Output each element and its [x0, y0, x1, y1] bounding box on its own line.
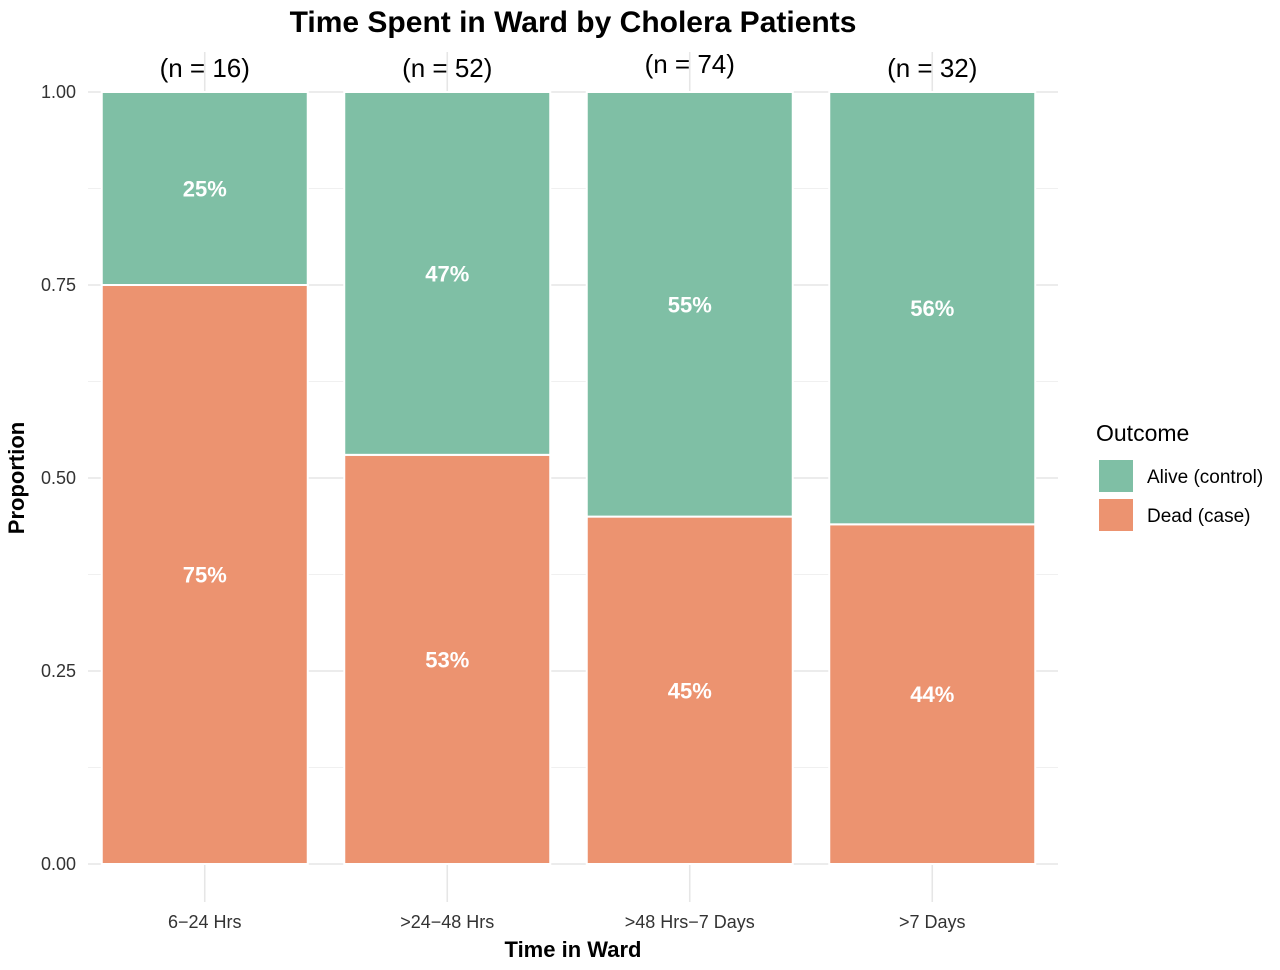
x-tick-label: 6−24 Hrs [168, 912, 242, 932]
y-tick-label: 0.25 [41, 661, 76, 681]
data-label-dead: 44% [910, 682, 954, 707]
y-tick-label: 1.00 [41, 82, 76, 102]
legend-title: Outcome [1096, 420, 1189, 446]
bar-segment-dead [100, 284, 309, 865]
label-layer: 0.00 0.25 0.50 0.75 1.00 6−24 Hrs >24−48 Hrs >4… [41, 49, 977, 932]
data-label-dead: 75% [183, 563, 227, 588]
bar-layer [100, 91, 1037, 865]
legend-label-alive: Alive (control) [1147, 467, 1263, 488]
data-label-alive: 25% [183, 177, 227, 202]
y-tick-label: 0.75 [41, 275, 76, 295]
bar-segment-alive [343, 91, 552, 456]
chart-title: Time Spent in Ward by Cholera Patients [290, 6, 857, 39]
data-label-dead: 45% [668, 678, 712, 703]
data-label-alive: 55% [668, 292, 712, 317]
legend-swatch-dead [1099, 499, 1133, 531]
x-tick-label: >48 Hrs−7 Days [625, 912, 755, 932]
bar-segment-dead [585, 515, 794, 865]
legend-swatch-alive [1099, 460, 1133, 492]
bar-segment-alive [828, 91, 1037, 526]
bar-segment-alive [100, 91, 309, 286]
x-tick-label: >7 Days [899, 912, 966, 932]
legend-label-dead: Dead (case) [1147, 506, 1251, 527]
x-tick-label: >24−48 Hrs [400, 912, 494, 932]
y-tick-label: 0.50 [41, 468, 76, 488]
data-label-alive: 56% [910, 296, 954, 321]
bar-segment-alive [585, 91, 794, 518]
y-axis-title: Proportion [4, 422, 29, 534]
data-label-alive: 47% [425, 261, 469, 286]
y-tick-label: 0.00 [41, 854, 76, 874]
sample-size-label: (n = 74) [645, 49, 735, 79]
x-axis-title: Time in Ward [505, 937, 642, 962]
sample-size-label: (n = 16) [160, 53, 250, 83]
bar-segment-dead [343, 453, 552, 865]
sample-size-label: (n = 52) [402, 53, 492, 83]
sample-size-label: (n = 32) [887, 53, 977, 83]
legend: Outcome Alive (control) Dead (case) [1096, 420, 1263, 531]
bar-segment-dead [828, 523, 1037, 865]
data-label-dead: 53% [425, 647, 469, 672]
